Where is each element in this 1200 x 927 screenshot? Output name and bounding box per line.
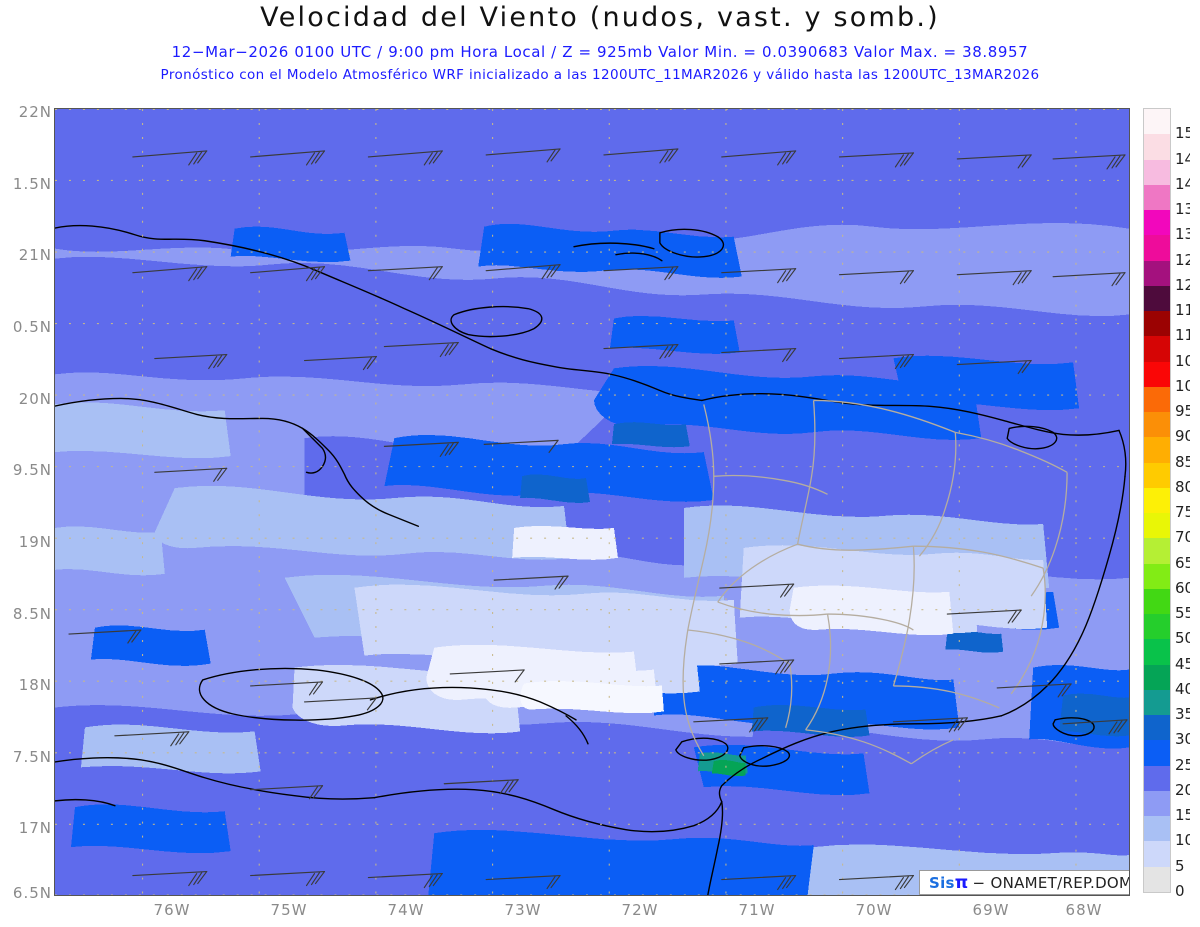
lat-tick-20-5n: 0.5N bbox=[12, 318, 52, 336]
logo-sis-text: Sis bbox=[929, 873, 955, 892]
lon-tick-70w: 70W bbox=[855, 901, 893, 919]
colorbar-band-135 bbox=[1144, 184, 1170, 210]
colorbar-band-145 bbox=[1144, 134, 1170, 160]
colorbar-label-15: 15 bbox=[1175, 806, 1195, 825]
colorbar-band-70 bbox=[1144, 513, 1170, 539]
colorbar-band-20 bbox=[1144, 765, 1170, 791]
colorbar-band-30 bbox=[1144, 715, 1170, 741]
colorbar-label-80: 80 bbox=[1175, 477, 1195, 496]
colorbar-label-5: 5 bbox=[1175, 856, 1185, 875]
colorbar-band-55 bbox=[1144, 588, 1170, 614]
colorbar-band-125 bbox=[1144, 235, 1170, 261]
colorbar-band-110 bbox=[1144, 311, 1170, 337]
lat-tick-22n: 22N bbox=[18, 103, 52, 121]
colorbar-band-80 bbox=[1144, 462, 1170, 488]
lat-tick-21n: 21N bbox=[18, 246, 52, 264]
logo-org-text: − ONAMET/REP.DOM. bbox=[972, 873, 1130, 892]
onamet-logo: Sis π − ONAMET/REP.DOM. bbox=[919, 870, 1130, 895]
lat-tick-19-5n: 9.5N bbox=[12, 461, 52, 479]
colorbar-label-65: 65 bbox=[1175, 553, 1195, 572]
lat-tick-19n: 19N bbox=[18, 533, 52, 551]
colorbar-band-130 bbox=[1144, 210, 1170, 236]
colorbar-label-0: 0 bbox=[1175, 882, 1185, 900]
lon-tick-72w: 72W bbox=[621, 901, 659, 919]
lon-tick-74w: 74W bbox=[387, 901, 425, 919]
colorbar-label-40: 40 bbox=[1175, 679, 1195, 698]
colorbar-band-150 bbox=[1144, 109, 1170, 135]
colorbar-band-75 bbox=[1144, 487, 1170, 513]
wind-speed-colorbar[interactable] bbox=[1143, 108, 1171, 893]
colorbar-label-90: 90 bbox=[1175, 427, 1195, 446]
colorbar-label-85: 85 bbox=[1175, 452, 1195, 471]
lat-tick-18n: 18N bbox=[18, 676, 52, 694]
colorbar-label-25: 25 bbox=[1175, 755, 1195, 774]
colorbar-band-35 bbox=[1144, 689, 1170, 715]
colorbar-label-30: 30 bbox=[1175, 730, 1195, 749]
colorbar-band-140 bbox=[1144, 159, 1170, 185]
colorbar-band-95 bbox=[1144, 386, 1170, 412]
colorbar-band-65 bbox=[1144, 538, 1170, 564]
colorbar-label-50: 50 bbox=[1175, 629, 1195, 648]
lon-tick-73w: 73W bbox=[504, 901, 542, 919]
colorbar-band-120 bbox=[1144, 260, 1170, 286]
colorbar-band-85 bbox=[1144, 437, 1170, 463]
lon-tick-69w: 69W bbox=[972, 901, 1010, 919]
colorbar-label-35: 35 bbox=[1175, 705, 1195, 724]
lat-tick-16-5n: 6.5N bbox=[12, 884, 52, 902]
colorbar-label-95: 95 bbox=[1175, 402, 1195, 421]
lat-tick-20n: 20N bbox=[18, 390, 52, 408]
logo-pi-icon: π bbox=[954, 872, 969, 893]
colorbar-band-5 bbox=[1144, 841, 1170, 867]
colorbar-label-75: 75 bbox=[1175, 503, 1195, 522]
colorbar-band-50 bbox=[1144, 614, 1170, 640]
model-info-line: Pronóstico con el Modelo Atmosférico WRF… bbox=[160, 67, 1040, 83]
colorbar-band-45 bbox=[1144, 639, 1170, 665]
colorbar-band-115 bbox=[1144, 285, 1170, 311]
lon-tick-68w: 68W bbox=[1065, 901, 1103, 919]
colorbar-band-15 bbox=[1144, 790, 1170, 816]
lat-tick-18-5n: 8.5N bbox=[12, 605, 52, 623]
colorbar-band-105 bbox=[1144, 336, 1170, 362]
lat-tick-17n: 17N bbox=[18, 819, 52, 837]
page-title: Velocidad del Viento (nudos, vast. y som… bbox=[260, 2, 940, 33]
colorbar-label-10: 10 bbox=[1175, 831, 1195, 850]
colorbar-band-90 bbox=[1144, 412, 1170, 438]
colorbar-band-100 bbox=[1144, 361, 1170, 387]
colorbar-label-45: 45 bbox=[1175, 654, 1195, 673]
colorbar-band-40 bbox=[1144, 664, 1170, 690]
lon-tick-71w: 71W bbox=[738, 901, 776, 919]
colorbar-label-70: 70 bbox=[1175, 528, 1195, 547]
forecast-meta-line: 12−Mar−2026 0100 UTC / 9:00 pm Hora Loca… bbox=[171, 43, 1029, 61]
right-margin bbox=[1190, 108, 1200, 896]
wind-speed-shading bbox=[55, 109, 1129, 895]
colorbar-label-20: 20 bbox=[1175, 780, 1195, 799]
lat-tick-21-5n: 1.5N bbox=[12, 175, 52, 193]
lat-tick-17-5n: 7.5N bbox=[12, 748, 52, 766]
lon-tick-76w: 76W bbox=[153, 901, 191, 919]
colorbar-band-0 bbox=[1144, 866, 1170, 892]
colorbar-band-60 bbox=[1144, 563, 1170, 589]
colorbar-band-10 bbox=[1144, 816, 1170, 842]
colorbar-label-55: 55 bbox=[1175, 604, 1195, 623]
wind-speed-map[interactable]: Sis π − ONAMET/REP.DOM. bbox=[54, 108, 1130, 896]
lon-tick-75w: 75W bbox=[270, 901, 308, 919]
colorbar-label-60: 60 bbox=[1175, 578, 1195, 597]
colorbar-band-25 bbox=[1144, 740, 1170, 766]
